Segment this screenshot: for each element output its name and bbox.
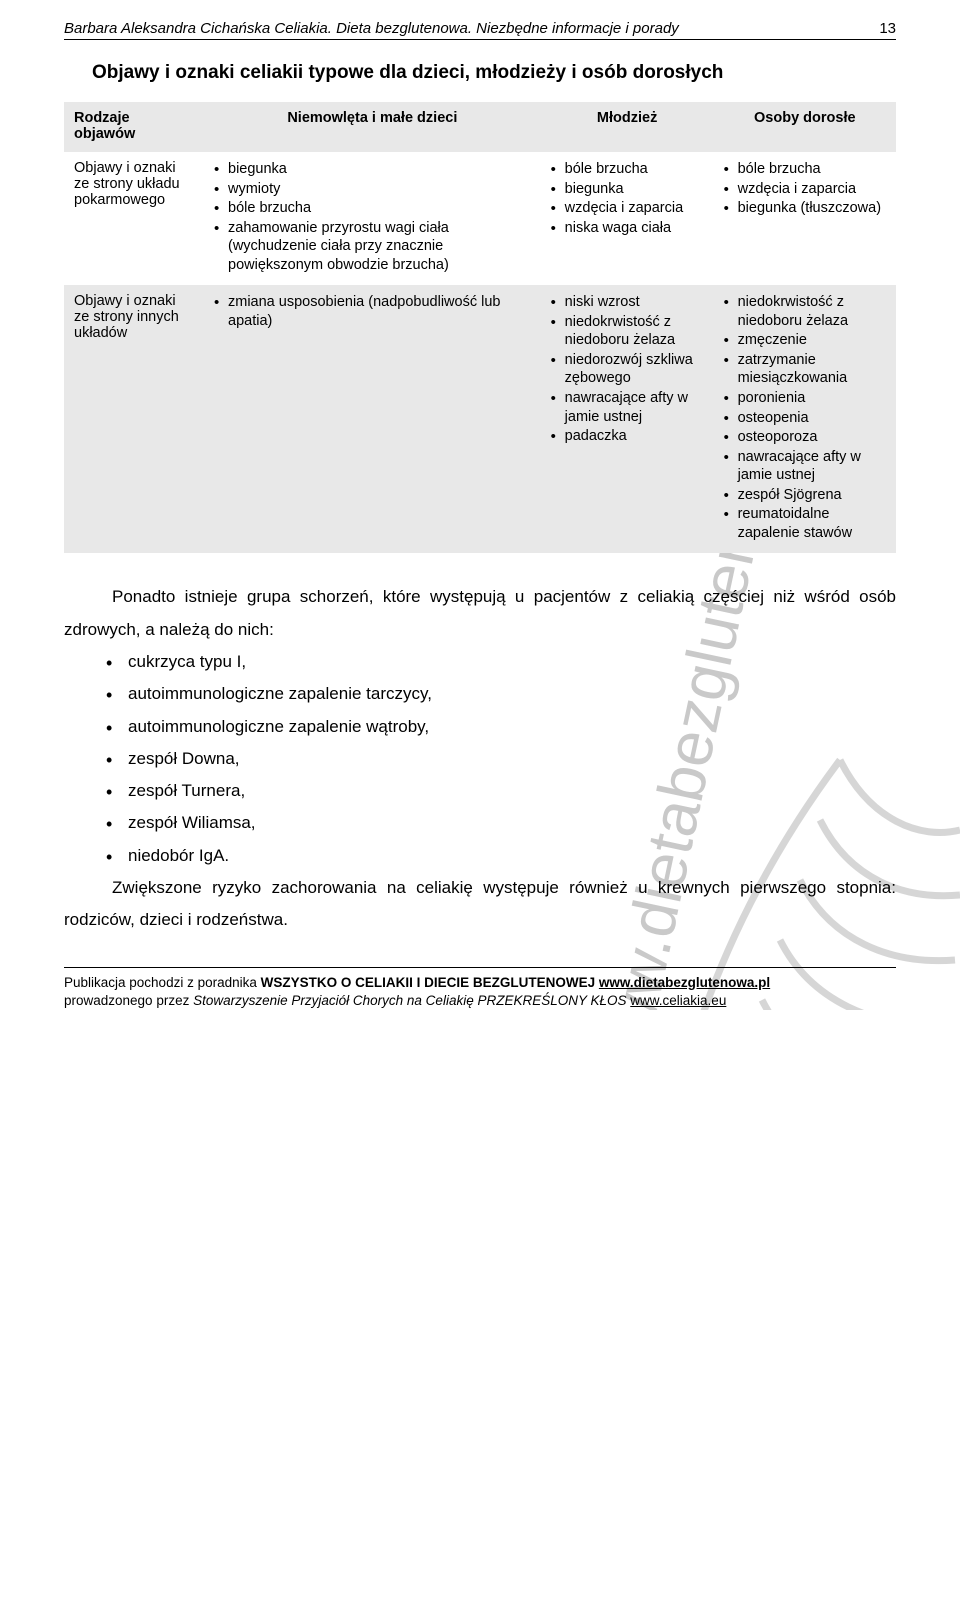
footer-text: Publikacja pochodzi z poradnika	[64, 975, 261, 990]
cell-list: biegunkawymiotybóle brzuchazahamowanie p…	[214, 160, 531, 274]
list-item: zatrzymanie miesiączkowania	[724, 351, 886, 388]
cell-list: bóle brzuchabiegunkawzdęcia i zaparciani…	[551, 160, 704, 237]
list-item: osteoporoza	[724, 428, 886, 447]
list-item: zmiana usposobienia (nadpobudliwość lub …	[214, 293, 531, 330]
table-header-row: Rodzaje objawów Niemowlęta i małe dzieci…	[64, 102, 896, 152]
list-item: zespół Turnera,	[106, 775, 896, 807]
footer-text-italic: Stowarzyszenie Przyjaciół Chorych na Cel…	[193, 993, 477, 1008]
page-footer: Publikacja pochodzi z poradnika WSZYSTKO…	[64, 967, 896, 1010]
col-header: Niemowlęta i małe dzieci	[204, 102, 541, 152]
list-item: autoimmunologiczne zapalenie wątroby,	[106, 711, 896, 743]
list-item: wzdęcia i zaparcia	[551, 199, 704, 218]
cell-list: zmiana usposobienia (nadpobudliwość lub …	[214, 293, 531, 330]
paragraph-text: Zwiększone ryzyko zachorowania na celiak…	[64, 878, 896, 929]
row-label: Objawy i oznaki ze strony innych układów	[64, 285, 204, 553]
list-item: cukrzyca typu I,	[106, 646, 896, 678]
section-title: Objawy i oznaki celiakii typowe dla dzie…	[92, 62, 896, 84]
symptoms-table: Rodzaje objawów Niemowlęta i małe dzieci…	[64, 102, 896, 553]
list-item: niski wzrost	[551, 293, 704, 312]
footer-text: prowadzonego przez	[64, 993, 193, 1008]
paragraph-text: Ponadto istnieje grupa schorzeń, które w…	[64, 587, 896, 638]
header-title: Celiakia. Dieta bezglutenowa. Niezbędne …	[274, 20, 678, 37]
col-header: Młodzież	[541, 102, 714, 152]
cell-list: bóle brzuchawzdęcia i zaparciabiegunka (…	[724, 160, 886, 218]
list-item: zespół Downa,	[106, 743, 896, 775]
list-item: nawracające afty w jamie ustnej	[724, 448, 886, 485]
footer-text-bold: WSZYSTKO O CELIAKII I DIECIE BEZGLUTENOW…	[261, 975, 599, 990]
list-item: zmęczenie	[724, 331, 886, 350]
list-item: nawracające afty w jamie ustnej	[551, 389, 704, 426]
list-item: biegunka	[214, 160, 531, 179]
list-item: reumatoidalne zapalenie stawów	[724, 505, 886, 542]
list-item: niedokrwistość z niedoboru żelaza	[724, 293, 886, 330]
list-item: padaczka	[551, 427, 704, 446]
intro-paragraph: Ponadto istnieje grupa schorzeń, które w…	[64, 581, 896, 646]
page-number: 13	[871, 20, 896, 37]
list-item: niedokrwistość z niedoboru żelaza	[551, 313, 704, 350]
list-item: zahamowanie przyrostu wagi ciała (wychud…	[214, 219, 531, 275]
footer-link[interactable]: www.celiakia.eu	[630, 993, 726, 1008]
footer-link[interactable]: www.dietabezglutenowa.pl	[599, 975, 770, 990]
list-item: zespół Wiliamsa,	[106, 807, 896, 839]
list-item: wzdęcia i zaparcia	[724, 180, 886, 199]
list-item: wymioty	[214, 180, 531, 199]
table-cell: bóle brzuchawzdęcia i zaparciabiegunka (…	[714, 152, 896, 285]
list-item: niedorozwój szkliwa zębowego	[551, 351, 704, 388]
page-header: Barbara Aleksandra Cichańska Celiakia. D…	[64, 20, 896, 40]
col-header: Rodzaje objawów	[64, 102, 204, 152]
list-item: osteopenia	[724, 409, 886, 428]
list-item: bóle brzucha	[214, 199, 531, 218]
conditions-list: cukrzyca typu I,autoimmunologiczne zapal…	[64, 646, 896, 872]
table-cell: niski wzrostniedokrwistość z niedoboru ż…	[541, 285, 714, 553]
list-item: biegunka (tłuszczowa)	[724, 199, 886, 218]
cell-list: niedokrwistość z niedoboru żelazazmęczen…	[724, 293, 886, 542]
table-cell: bóle brzuchabiegunkawzdęcia i zaparciani…	[541, 152, 714, 285]
footer-text-italic: PRZEKREŚLONY KŁOS	[477, 993, 630, 1008]
table-row: Objawy i oznaki ze strony innych układów…	[64, 285, 896, 553]
closing-paragraph: Zwiększone ryzyko zachorowania na celiak…	[64, 872, 896, 937]
row-label: Objawy i oznaki ze strony układu pokarmo…	[64, 152, 204, 285]
list-item: bóle brzucha	[551, 160, 704, 179]
list-item: niedobór IgA.	[106, 840, 896, 872]
list-item: zespół Sjögrena	[724, 486, 886, 505]
col-header: Osoby dorosłe	[714, 102, 896, 152]
table-cell: niedokrwistość z niedoboru żelazazmęczen…	[714, 285, 896, 553]
list-item: poronienia	[724, 389, 886, 408]
table-cell: zmiana usposobienia (nadpobudliwość lub …	[204, 285, 541, 553]
table-cell: biegunkawymiotybóle brzuchazahamowanie p…	[204, 152, 541, 285]
list-item: bóle brzucha	[724, 160, 886, 179]
list-item: biegunka	[551, 180, 704, 199]
list-item: autoimmunologiczne zapalenie tarczycy,	[106, 678, 896, 710]
cell-list: niski wzrostniedokrwistość z niedoboru ż…	[551, 293, 704, 445]
header-author: Barbara Aleksandra Cichańska	[64, 20, 274, 37]
list-item: niska waga ciała	[551, 219, 704, 238]
table-row: Objawy i oznaki ze strony układu pokarmo…	[64, 152, 896, 285]
